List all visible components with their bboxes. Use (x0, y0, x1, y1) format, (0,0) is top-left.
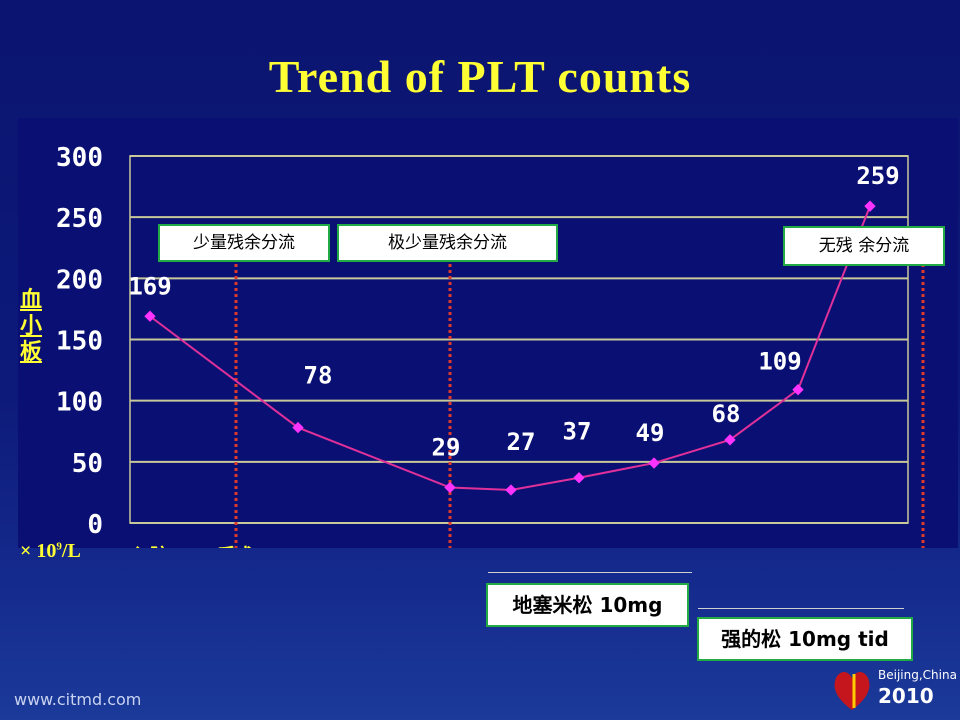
event-logo: Beijing,China 2010 (830, 660, 957, 716)
y-tick-label: 300 (56, 143, 103, 173)
data-value-label: 169 (128, 272, 171, 300)
footer-url: www.citmd.com (14, 690, 142, 709)
y-tick-label: 0 (87, 510, 103, 540)
y-tick-label: 50 (72, 449, 103, 479)
y-tick-label: 200 (56, 265, 103, 295)
prednisone-box: 强的松 10mg tid (697, 617, 913, 661)
note-minimal-residual-shunt: 极少量残余分流 (337, 224, 558, 262)
event-year: 2010 (878, 684, 934, 708)
data-value-label: 259 (856, 162, 899, 190)
data-point-marker (792, 383, 804, 396)
data-value-label: 109 (758, 348, 801, 376)
dexamethasone-period-line (488, 572, 692, 573)
data-value-label: 49 (636, 419, 665, 447)
y-axis-label-char-2: 小 (19, 314, 42, 339)
plot-panel: 050100150200250300入院手术123456789101697829… (18, 118, 958, 548)
data-value-label: 27 (507, 428, 536, 456)
x-tick-label: 入院 (131, 544, 169, 548)
slide-title: Trend of PLT counts (268, 51, 692, 102)
data-point-marker (573, 472, 585, 484)
prednisone-period-line (698, 608, 904, 609)
data-point-marker (864, 200, 876, 212)
y-axis-label-char-3: 板 (19, 340, 42, 365)
plt-trend-chart: 050100150200250300入院手术123456789101697829… (56, 143, 925, 548)
data-value-label: 29 (432, 434, 461, 462)
data-point-marker (144, 310, 156, 322)
y-axis-label-char-1: 血 (19, 288, 42, 313)
note-no-residual-shunt: 无残 余分流 (783, 226, 945, 266)
note-small-residual-shunt: 少量残余分流 (158, 224, 330, 262)
data-value-label: 78 (304, 362, 333, 390)
data-point-marker (724, 434, 736, 446)
x-tick-label: 手术 (217, 544, 255, 548)
y-tick-label: 100 (56, 388, 103, 418)
data-point-marker (648, 457, 660, 469)
y-axis-label: 血 小 板 (16, 288, 46, 366)
event-label: Beijing,China (878, 668, 957, 682)
data-point-marker (292, 421, 304, 434)
data-point-marker (444, 481, 456, 494)
y-tick-label: 150 (56, 327, 103, 357)
y-tick-label: 250 (56, 204, 103, 234)
unit-suffix: /L (61, 540, 81, 562)
data-value-label: 37 (563, 418, 592, 446)
unit-exponent: 9 (56, 540, 62, 553)
unit-prefix: × 10 (20, 540, 57, 562)
heart-logo-icon (834, 672, 870, 710)
dexamethasone-box: 地塞米松 10mg (486, 583, 689, 627)
data-point-marker (505, 484, 517, 496)
unit-label: × 109/L (20, 540, 81, 563)
data-value-label: 68 (712, 400, 741, 428)
